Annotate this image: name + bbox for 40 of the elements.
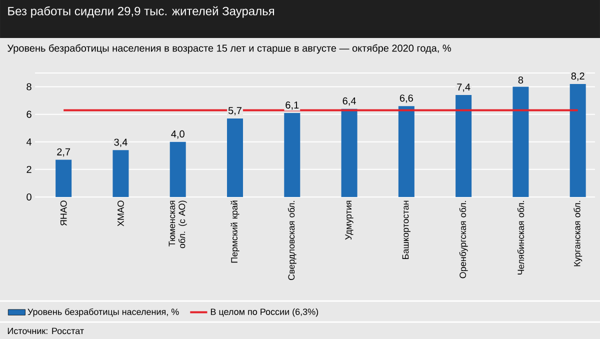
y-tick-label: 8: [26, 83, 32, 90]
bar: [227, 118, 244, 197]
bar: [56, 160, 72, 197]
x-tick-label: ЯНАО: [60, 200, 67, 226]
bar: [170, 142, 186, 197]
bar: [456, 95, 472, 197]
data-label: 5,7: [228, 107, 242, 116]
data-label: 6,4: [342, 97, 356, 106]
x-tick-label: Оренбургская обл.: [459, 201, 468, 278]
y-tick-label: 6: [26, 110, 32, 118]
text: Источник: Росстат: [8, 328, 84, 334]
legend-label: В целом по России (6,3%): [210, 308, 318, 317]
x-tick-label: Челябинская обл.: [517, 200, 524, 274]
data-label: 6,1: [286, 101, 299, 110]
y-tick-label: 2: [26, 166, 32, 173]
x-tick-label: Удмуртия: [345, 200, 354, 240]
bar: [284, 112, 300, 197]
data-label: 2,7: [57, 148, 70, 157]
y-tick-label: 0: [26, 193, 32, 201]
x-tick-label: ХМАО: [118, 200, 124, 226]
y-tick-label: 4: [26, 138, 32, 146]
data-label: 8: [518, 76, 524, 84]
legend-label: Уровень безработицы населения, %: [28, 308, 179, 317]
bar: [570, 84, 586, 197]
bar: [398, 106, 414, 197]
x-tick-label: Башкортостан: [402, 200, 410, 259]
bar: [341, 108, 358, 197]
data-label: 8,2: [571, 72, 584, 81]
x-tick-label: Пермский край: [230, 200, 240, 263]
x-tick-label: Тюменская обл. (с АО): [168, 200, 187, 248]
data-label: 4,0: [171, 130, 184, 139]
chart-title: Без работы сидели 29,9 тыс. жителей Зауралья: [8, 6, 274, 18]
bar: [112, 150, 129, 197]
x-tick-label: Свердловская обл.: [288, 201, 296, 280]
x-tick-label: Курганская обл.: [574, 201, 582, 266]
chart-subtitle: Уровень безработицы населения в возрасте 15 лет и старше в августе — октябре 2020 года, %: [7, 44, 451, 54]
data-label: 7,4: [457, 84, 470, 92]
data-label: 6,6: [400, 94, 413, 103]
data-label: 3,4: [114, 138, 128, 147]
bar: [512, 86, 529, 197]
